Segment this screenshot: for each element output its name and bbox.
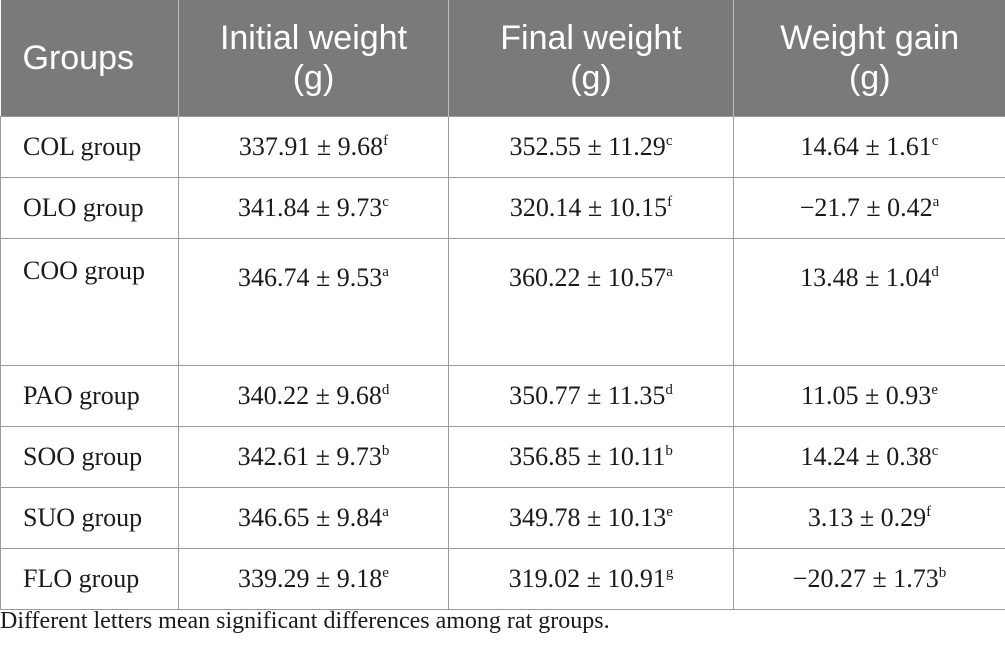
weight-gain-cell: 3.13 ± 0.29f: [733, 486, 1005, 549]
final-weight-cell: 352.55 ± 11.29c: [448, 115, 734, 178]
table-row: PAO group 340.22 ± 9.68d 350.77 ± 11.35d…: [0, 364, 1005, 427]
significance-letter: b: [938, 564, 947, 581]
significance-letter: c: [382, 193, 389, 210]
initial-weight-cell: 346.65 ± 9.84a: [178, 486, 449, 549]
weight-gain-cell: 14.24 ± 0.38c: [733, 425, 1005, 488]
significance-letter: e: [666, 503, 673, 520]
group-cell: FLO group: [0, 547, 179, 610]
group-cell: SOO group: [0, 425, 179, 488]
header-weight-gain-unit: (g): [848, 58, 891, 97]
initial-weight-value: 341.84 ± 9.73: [238, 192, 383, 222]
header-groups-label: Groups: [22, 38, 135, 77]
header-initial-weight-unit: (g): [292, 58, 335, 97]
significance-letter: f: [383, 132, 389, 149]
final-weight-cell: 356.85 ± 10.11b: [448, 425, 734, 488]
group-cell: COO group: [0, 237, 179, 366]
group-cell: SUO group: [0, 486, 179, 549]
weight-gain-cell: 14.64 ± 1.61c: [733, 115, 1005, 178]
weight-gain-cell: −20.27 ± 1.73b: [733, 547, 1005, 610]
final-weight-value: 349.78 ± 10.13: [509, 502, 667, 532]
weights-table: Groups Initial weight (g) Final weight (g)…: [0, 0, 1005, 610]
table-row: SUO group 346.65 ± 9.84a 349.78 ± 10.13e…: [0, 486, 1005, 549]
initial-weight-value: 346.74 ± 9.53: [238, 262, 383, 292]
table-row: COL group 337.91 ± 9.68f 352.55 ± 11.29c…: [0, 115, 1005, 178]
initial-weight-value: 339.29 ± 9.18: [238, 563, 383, 593]
table-body: COL group 337.91 ± 9.68f 352.55 ± 11.29c…: [0, 115, 1005, 610]
group-cell: OLO group: [0, 176, 179, 239]
group-cell: COL group: [0, 115, 179, 178]
header-final-weight-label: Final weight: [500, 18, 682, 57]
weight-gain-value: 14.64 ± 1.61: [800, 131, 932, 161]
header-final-weight: Final weight (g): [448, 0, 734, 116]
table-row: SOO group 342.61 ± 9.73b 356.85 ± 10.11b…: [0, 425, 1005, 488]
initial-weight-cell: 346.74 ± 9.53a: [178, 237, 449, 366]
significance-letter: d: [381, 381, 390, 398]
significance-letter: e: [931, 381, 938, 398]
header-initial-weight-label: Initial weight: [219, 18, 408, 57]
table-footnote: Different letters mean significant diffe…: [0, 608, 610, 634]
weight-gain-value: 11.05 ± 0.93: [801, 380, 932, 410]
initial-weight-cell: 340.22 ± 9.68d: [178, 364, 449, 427]
final-weight-cell: 319.02 ± 10.91g: [448, 547, 734, 610]
initial-weight-value: 337.91 ± 9.68: [238, 131, 384, 161]
final-weight-cell: 320.14 ± 10.15f: [448, 176, 734, 239]
final-weight-value: 352.55 ± 11.29: [509, 131, 666, 161]
table-row: COO group 346.74 ± 9.53a 360.22 ± 10.57a…: [0, 237, 1005, 366]
header-initial-weight: Initial weight (g): [178, 0, 449, 116]
significance-letter: g: [665, 564, 674, 581]
initial-weight-value: 340.22 ± 9.68: [237, 380, 382, 410]
initial-weight-value: 346.65 ± 9.84: [238, 502, 383, 532]
group-cell: PAO group: [0, 364, 179, 427]
initial-weight-cell: 342.61 ± 9.73b: [178, 425, 449, 488]
significance-letter: a: [382, 263, 389, 280]
weight-gain-cell: −21.7 ± 0.42a: [733, 176, 1005, 239]
significance-letter: d: [665, 381, 673, 398]
final-weight-cell: 349.78 ± 10.13e: [448, 486, 734, 549]
significance-letter: f: [926, 503, 932, 520]
significance-letter: a: [382, 503, 389, 520]
final-weight-value: 356.85 ± 10.11: [509, 441, 666, 471]
weight-gain-value: 3.13 ± 0.29: [807, 502, 927, 532]
final-weight-value: 350.77 ± 11.35: [509, 380, 666, 410]
initial-weight-cell: 339.29 ± 9.18e: [178, 547, 449, 610]
initial-weight-cell: 341.84 ± 9.73c: [178, 176, 449, 239]
significance-letter: b: [665, 442, 673, 459]
weight-gain-value: −20.27 ± 1.73: [792, 563, 939, 593]
significance-letter: a: [932, 193, 940, 210]
final-weight-value: 319.02 ± 10.91: [508, 563, 666, 593]
final-weight-value: 320.14 ± 10.15: [509, 192, 668, 222]
weight-gain-cell: 11.05 ± 0.93e: [733, 364, 1005, 427]
header-row: Groups Initial weight (g) Final weight (g)…: [0, 0, 1005, 116]
table-header: Groups Initial weight (g) Final weight (g)…: [0, 0, 1005, 116]
initial-weight-value: 342.61 ± 9.73: [237, 441, 382, 471]
header-groups: Groups: [1, 0, 179, 116]
significance-letter: c: [665, 132, 673, 149]
final-weight-cell: 350.77 ± 11.35d: [448, 364, 734, 427]
weight-gain-value: −21.7 ± 0.42: [799, 192, 933, 222]
significance-letter: f: [667, 193, 673, 210]
significance-letter: c: [931, 132, 939, 149]
significance-letter: e: [382, 564, 389, 581]
header-weight-gain-label: Weight gain: [780, 18, 960, 57]
final-weight-cell: 360.22 ± 10.57a: [448, 237, 734, 366]
table-row: FLO group 339.29 ± 9.18e 319.02 ± 10.91g…: [0, 547, 1005, 610]
table-row: OLO group 341.84 ± 9.73c 320.14 ± 10.15f…: [0, 176, 1005, 239]
significance-letter: d: [931, 263, 939, 280]
header-final-weight-unit: (g): [570, 58, 612, 97]
initial-weight-cell: 337.91 ± 9.68f: [178, 115, 449, 178]
significance-letter: b: [381, 442, 390, 459]
weight-gain-cell: 13.48 ± 1.04d: [733, 237, 1005, 366]
significance-letter: a: [666, 263, 673, 280]
weight-gain-value: 13.48 ± 1.04: [800, 262, 932, 292]
final-weight-value: 360.22 ± 10.57: [509, 262, 667, 292]
weight-gain-value: 14.24 ± 0.38: [800, 441, 932, 471]
header-weight-gain: Weight gain (g): [733, 0, 1005, 116]
significance-letter: c: [931, 442, 939, 459]
